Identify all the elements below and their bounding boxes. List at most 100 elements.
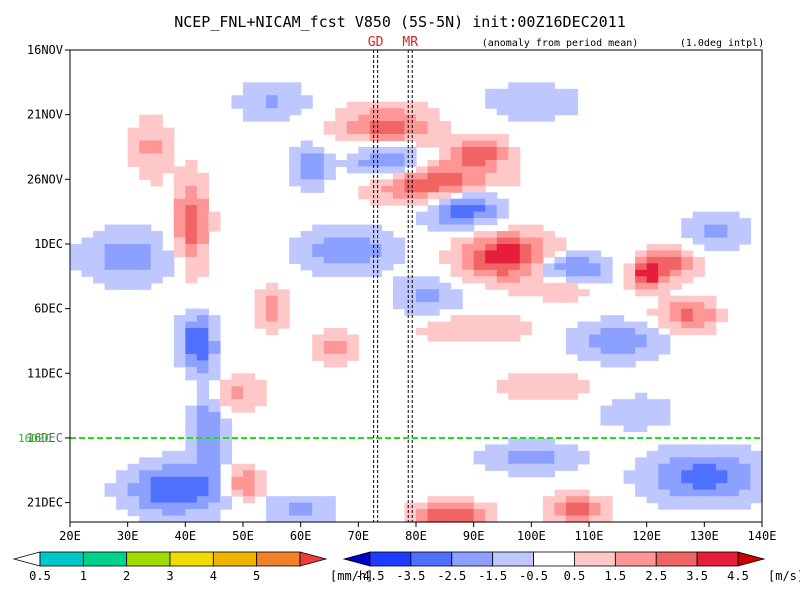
anomaly-cell (277, 308, 290, 316)
anomaly-cell (254, 289, 267, 297)
anomaly-cell (323, 328, 336, 336)
anomaly-cell (554, 282, 567, 290)
anomaly-cell (681, 263, 694, 271)
anomaly-cell (81, 250, 94, 258)
anomaly-cell (473, 153, 486, 161)
anomaly-cell (196, 483, 209, 491)
anomaly-cell (692, 237, 705, 245)
anomaly-cell (565, 392, 579, 400)
anomaly-cell (254, 399, 267, 407)
anomaly-cell (392, 127, 406, 135)
anomaly-cell (542, 463, 555, 471)
anomaly-cell (496, 101, 509, 109)
anomaly-cell (542, 88, 555, 96)
anomaly-cell (381, 121, 394, 129)
anomaly-cell (266, 88, 279, 96)
anomaly-cell (589, 340, 602, 349)
anomaly-cell (185, 237, 198, 245)
anomaly-cell (196, 353, 209, 361)
anomaly-cell (692, 308, 705, 316)
anomaly-cell (681, 295, 694, 303)
anomaly-cell (554, 243, 567, 252)
anomaly-cell (335, 127, 348, 135)
anomaly-cell (612, 360, 625, 368)
anomaly-cell (485, 263, 498, 271)
colorbar-tick-label: 2.5 (645, 569, 667, 583)
anomaly-cell (439, 140, 452, 148)
anomaly-cell (681, 496, 694, 504)
anomaly-cell (635, 483, 648, 491)
anomaly-cell (635, 282, 648, 290)
x-tick-label: 70E (347, 529, 369, 543)
anomaly-cell (542, 250, 555, 258)
anomaly-cell (381, 166, 394, 174)
colorbar-segment (492, 551, 534, 567)
anomaly-cell (496, 172, 509, 180)
anomaly-cell (681, 302, 694, 310)
anomaly-cell (139, 502, 152, 510)
anomaly-cell (669, 315, 682, 323)
anomaly-cell (485, 198, 498, 206)
anomaly-cell (496, 108, 509, 116)
anomaly-cell (277, 502, 290, 510)
anomaly-cell (681, 457, 694, 465)
anomaly-cell (577, 509, 590, 517)
anomaly-cell (369, 108, 382, 116)
anomaly-cell (335, 250, 348, 258)
anomaly-cell (243, 483, 256, 491)
anomaly-cell (473, 185, 486, 193)
anomaly-cell (185, 243, 198, 252)
anomaly-cell (531, 386, 544, 394)
anomaly-cell (496, 276, 509, 284)
anomaly-cell (369, 269, 382, 277)
anomaly-cell (496, 282, 509, 290)
anomaly-cell (219, 450, 233, 458)
anomaly-cell (485, 134, 498, 142)
anomaly-cell (196, 334, 209, 342)
anomaly-cell (738, 463, 752, 471)
anomaly-cell (519, 392, 532, 400)
anomaly-cell (635, 399, 648, 407)
anomaly-cell (254, 315, 267, 323)
anomaly-cell (381, 127, 394, 135)
anomaly-cell (185, 256, 198, 264)
colorbar-tick-label: 2 (123, 569, 130, 583)
anomaly-cell (127, 231, 140, 239)
anomaly-cell (554, 502, 567, 510)
anomaly-cell (323, 515, 336, 523)
anomaly-cell (369, 121, 382, 129)
anomaly-cell (519, 224, 532, 232)
anomaly-cell (208, 373, 221, 381)
anomaly-cell (150, 256, 163, 264)
anomaly-cell (462, 146, 475, 155)
anomaly-cell (162, 166, 175, 174)
anomaly-cell (462, 250, 475, 258)
chart-subtitle-anomaly: (anomaly from period mean) (482, 38, 639, 49)
anomaly-cell (312, 146, 325, 155)
anomaly-cell (646, 405, 659, 413)
colorbar-tick-label: 1 (80, 569, 87, 583)
anomaly-cell (681, 218, 694, 226)
anomaly-cell (116, 269, 129, 277)
anomaly-cell (508, 256, 521, 264)
anomaly-cell (704, 218, 717, 226)
anomaly-cell (542, 289, 555, 297)
anomaly-cell (473, 509, 486, 517)
anomaly-cell (162, 502, 175, 510)
anomaly-cell (508, 243, 521, 252)
anomaly-cell (554, 256, 567, 264)
anomaly-cell (462, 179, 475, 187)
anomaly-cell (565, 250, 579, 258)
anomaly-cell (196, 515, 209, 523)
anomaly-cell (519, 437, 532, 446)
anomaly-cell (669, 308, 682, 316)
anomaly-cell (196, 211, 209, 219)
anomaly-cell (462, 334, 475, 342)
colorbar-end-low (342, 551, 371, 567)
anomaly-cell (254, 392, 267, 400)
anomaly-cell (196, 437, 209, 446)
anomaly-cell (150, 502, 163, 510)
anomaly-cell (542, 379, 555, 387)
anomaly-cell (404, 295, 417, 303)
anomaly-cell (196, 412, 209, 420)
